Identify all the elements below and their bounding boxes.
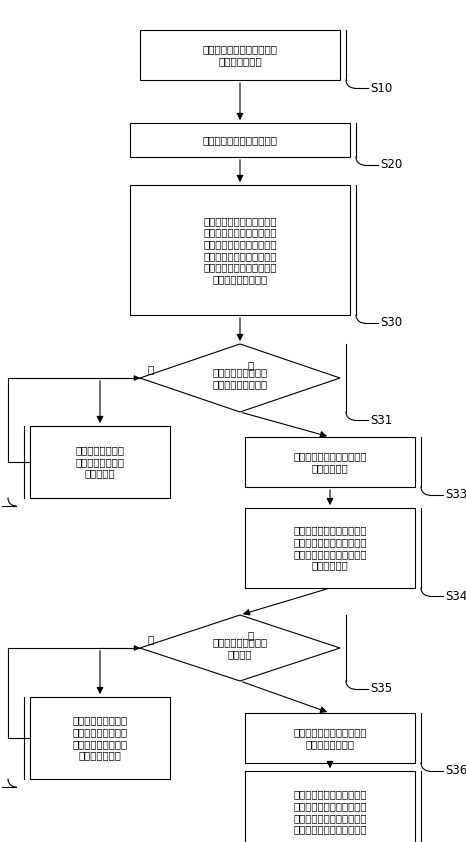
Bar <box>130 123 350 157</box>
Bar <box>140 30 340 80</box>
Text: 是: 是 <box>248 630 254 640</box>
Text: 重新采样直至采样
的所述运动点位为
非奇异点位: 重新采样直至采样 的所述运动点位为 非奇异点位 <box>75 445 124 478</box>
Text: 接受末端位姿约束值的输入: 接受末端位姿约束值的输入 <box>203 135 277 145</box>
Bar <box>30 426 170 498</box>
Text: 否: 否 <box>148 364 154 374</box>
Text: 获取所述机械臂的末端在关
节空间中的限定运动区域，
并在所述限定运动区域中随
机采样所述运动路径的运动
点位，使所述运动点位满足
所述末端位姿约束值: 获取所述机械臂的末端在关 节空间中的限定运动区域， 并在所述限定运动区域中随 机… <box>203 216 277 284</box>
Bar <box>245 508 415 588</box>
Bar <box>245 437 415 487</box>
Text: S31: S31 <box>370 413 392 427</box>
Text: 否: 否 <box>148 634 154 644</box>
Text: 采样的所述运动点位
是否为非奇异点位？: 采样的所述运动点位 是否为非奇异点位？ <box>212 367 267 389</box>
Text: 位姿误差值是否小于
预设阈值: 位姿误差值是否小于 预设阈值 <box>212 637 267 658</box>
Text: S30: S30 <box>380 317 402 329</box>
Text: 在采样的所述运动点位与所
述目标点位重合时，根据所
述起始点位、采样的运动点
位和目标点位输出运动路径: 在采样的所述运动点位与所 述目标点位重合时，根据所 述起始点位、采样的运动点 位… <box>293 790 367 834</box>
Text: 计算采样的运动点位的实际
末端位姿值以及所述实际末
端位姿值与所述末端位置值
的位姿误差值: 计算采样的运动点位的实际 末端位姿值以及所述实际末 端位姿值与所述末端位置值 的… <box>293 525 367 570</box>
Polygon shape <box>140 615 340 681</box>
Bar <box>245 713 415 763</box>
Text: 接受运动路径的起始点位和
目标点位的输入: 接受运动路径的起始点位和 目标点位的输入 <box>203 44 277 66</box>
Bar <box>30 697 170 779</box>
Text: 是: 是 <box>248 360 254 370</box>
Text: S35: S35 <box>370 683 392 695</box>
Polygon shape <box>140 344 340 412</box>
Text: S36: S36 <box>445 765 466 777</box>
Text: S33: S33 <box>445 488 466 502</box>
Text: 使所述运动点位满足所述末
端位姿约束值: 使所述运动点位满足所述末 端位姿约束值 <box>293 451 367 473</box>
Text: 采样的运动点位不满
足所述末端位姿约束
值，对采样的所述运
动点位进行更新: 采样的运动点位不满 足所述末端位姿约束 值，对采样的所述运 动点位进行更新 <box>72 716 128 760</box>
Bar <box>130 185 350 315</box>
Text: S34: S34 <box>445 589 466 603</box>
Text: S20: S20 <box>380 158 402 172</box>
Text: 采样的所述运动点位满足所
述末端位姿约束值: 采样的所述运动点位满足所 述末端位姿约束值 <box>293 727 367 749</box>
Bar <box>245 771 415 842</box>
Text: S10: S10 <box>370 82 392 94</box>
